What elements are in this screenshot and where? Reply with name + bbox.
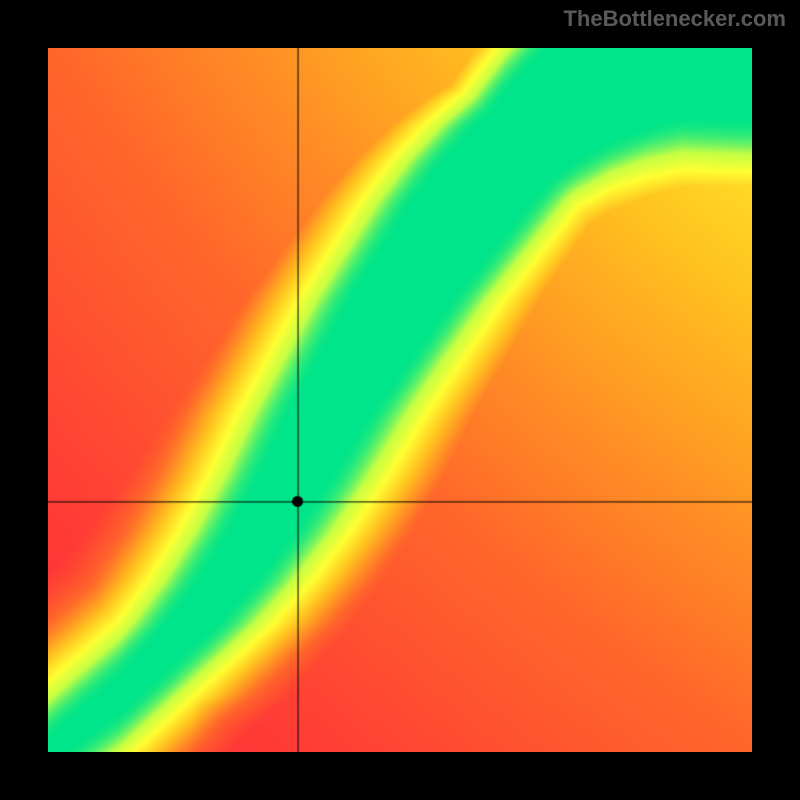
chart-container: TheBottlenecker.com [0, 0, 800, 800]
bottleneck-heatmap [48, 48, 752, 752]
watermark-text: TheBottlenecker.com [563, 6, 786, 32]
